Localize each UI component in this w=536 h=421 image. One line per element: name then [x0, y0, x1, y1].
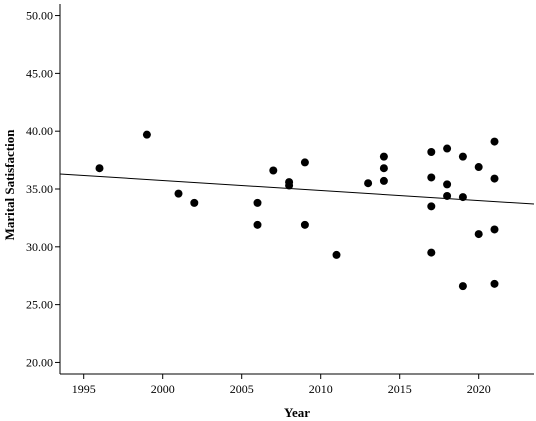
- data-point: [458, 152, 467, 161]
- data-point: [253, 198, 262, 207]
- x-tick-label: 2020: [467, 382, 491, 396]
- data-point: [427, 248, 436, 257]
- data-point: [253, 220, 262, 229]
- y-tick-label: 45.00: [26, 66, 53, 80]
- y-tick-label: 40.00: [26, 124, 53, 138]
- data-point: [174, 189, 183, 198]
- y-tick-label: 50.00: [26, 9, 53, 23]
- data-point: [427, 173, 436, 182]
- y-tick-label: 35.00: [26, 182, 53, 196]
- plot-area: 20.00 25.00 30.00 35.00 40.00 45.00 50.00 1995 2…: [26, 4, 535, 396]
- y-tick-label: 25.00: [26, 298, 53, 312]
- y-tick-label: 30.00: [26, 240, 53, 254]
- data-point: [443, 144, 452, 153]
- x-tick-label: 2010: [309, 382, 333, 396]
- data-point: [490, 279, 499, 288]
- data-point: [332, 250, 341, 259]
- data-point: [300, 158, 309, 167]
- x-axis-title: Year: [284, 405, 310, 420]
- data-point: [443, 191, 452, 200]
- x-tick-label: 2005: [230, 382, 254, 396]
- data-point: [490, 137, 499, 146]
- data-point: [427, 202, 436, 211]
- data-point: [300, 220, 309, 229]
- data-point: [458, 193, 467, 202]
- data-point: [474, 230, 483, 239]
- data-point: [490, 174, 499, 183]
- x-tick-label: 2015: [388, 382, 412, 396]
- data-point: [95, 164, 104, 173]
- data-point: [458, 282, 467, 291]
- data-point: [364, 179, 373, 188]
- data-point: [379, 176, 388, 185]
- x-tick-label: 1995: [72, 382, 96, 396]
- data-point: [142, 130, 151, 139]
- y-tick-label: 20.00: [26, 355, 53, 369]
- data-point: [490, 225, 499, 234]
- data-point: [190, 198, 199, 207]
- data-point: [379, 164, 388, 173]
- fit-line: [59, 173, 535, 205]
- y-axis-title: Marital Satisfaction: [2, 129, 17, 241]
- data-point: [285, 181, 294, 190]
- data-point: [379, 152, 388, 161]
- data-point: [443, 180, 452, 189]
- x-tick-label: 2000: [151, 382, 175, 396]
- data-point: [474, 163, 483, 172]
- data-point: [427, 148, 436, 156]
- data-point: [269, 166, 278, 175]
